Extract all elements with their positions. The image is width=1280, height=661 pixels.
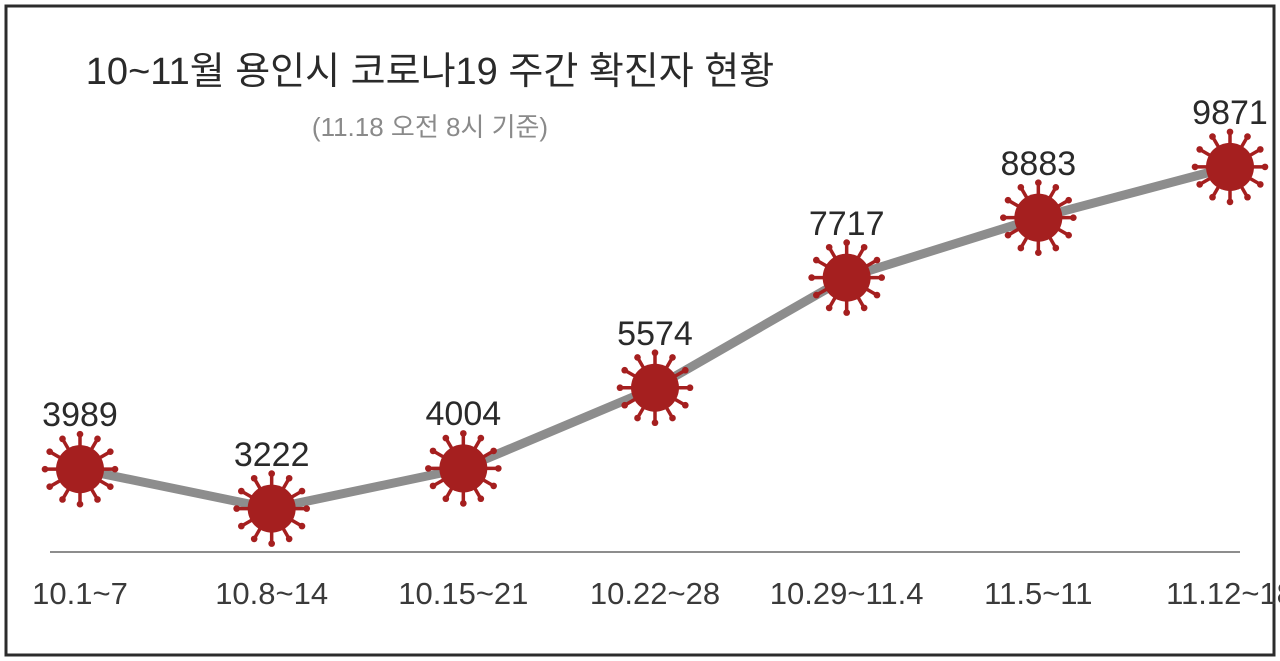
x-axis-label: 10.29~11.4 <box>770 576 924 612</box>
x-axis-label: 11.5~11 <box>984 576 1092 612</box>
x-axis-label: 11.12~18 <box>1166 576 1280 612</box>
virus-marker <box>233 470 310 547</box>
data-label: 9871 <box>1192 94 1268 133</box>
data-label: 5574 <box>617 315 693 354</box>
virus-marker <box>42 431 119 508</box>
virus-marker <box>425 430 502 507</box>
virus-marker <box>1192 129 1269 206</box>
chart-subtitle: (11.18 오전 8시 기준) <box>86 107 774 144</box>
virus-marker <box>617 349 694 426</box>
chart-title: 10~11월 용인시 코로나19 주간 확진자 현황 <box>86 40 774 95</box>
data-label: 4004 <box>426 395 502 434</box>
data-label: 8883 <box>1001 145 1077 184</box>
virus-marker <box>808 239 885 316</box>
data-label: 7717 <box>809 205 885 244</box>
title-block: 10~11월 용인시 코로나19 주간 확진자 현황 (11.18 오전 8시 … <box>86 40 774 144</box>
data-label: 3989 <box>42 396 118 435</box>
chart-frame: 10~11월 용인시 코로나19 주간 확진자 현황 (11.18 오전 8시 … <box>0 0 1280 661</box>
x-axis-label: 10.8~14 <box>215 576 328 612</box>
x-axis-label: 10.22~28 <box>590 576 720 612</box>
virus-marker <box>1000 179 1077 256</box>
data-label: 3222 <box>234 436 310 475</box>
x-axis-label: 10.1~7 <box>32 576 128 612</box>
x-axis-label: 10.15~21 <box>398 576 528 612</box>
